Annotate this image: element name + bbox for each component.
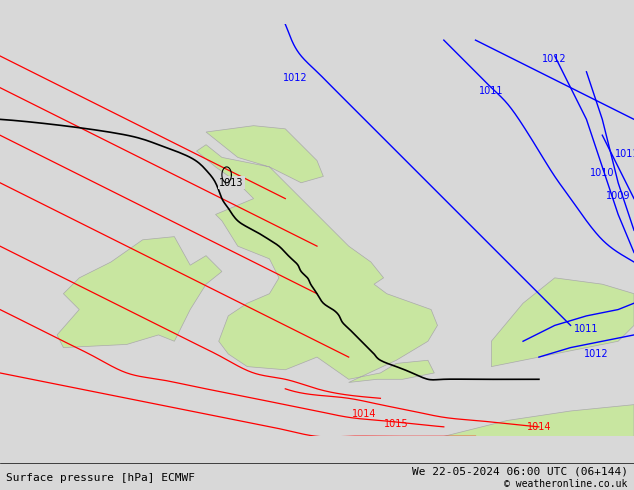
Text: 1015: 1015 [384, 419, 408, 429]
Text: 1011: 1011 [479, 86, 503, 96]
Text: Surface pressure [hPa] ECMWF: Surface pressure [hPa] ECMWF [6, 473, 195, 483]
Text: 1014: 1014 [527, 422, 551, 432]
Text: 1010: 1010 [590, 169, 614, 178]
Text: 1009: 1009 [606, 191, 630, 200]
Text: 1014: 1014 [353, 409, 377, 419]
Text: 1013: 1013 [219, 178, 243, 188]
Text: 1012: 1012 [283, 74, 307, 83]
Text: 1011: 1011 [616, 149, 634, 159]
Polygon shape [491, 278, 634, 367]
Text: 1011: 1011 [574, 324, 598, 334]
Polygon shape [57, 237, 222, 347]
Text: © weatheronline.co.uk: © weatheronline.co.uk [504, 479, 628, 489]
Polygon shape [317, 405, 634, 437]
Text: We 22-05-2024 06:00 UTC (06+144): We 22-05-2024 06:00 UTC (06+144) [411, 466, 628, 476]
Text: 1012: 1012 [543, 54, 567, 64]
Text: 1012: 1012 [584, 349, 608, 359]
Polygon shape [197, 126, 437, 383]
